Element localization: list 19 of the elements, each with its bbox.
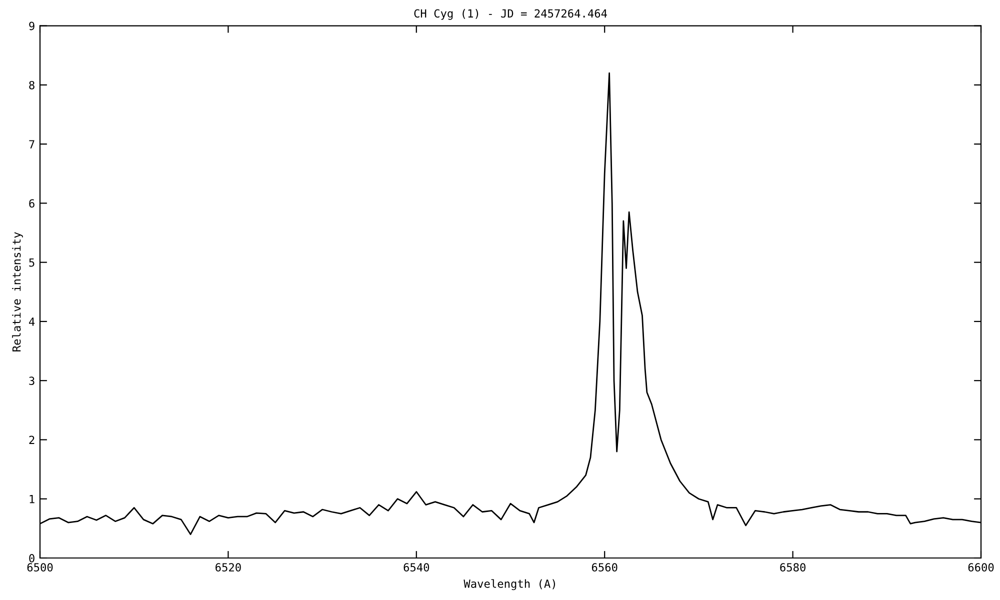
x-tick-label: 6520 <box>216 563 241 572</box>
x-axis-title: Wavelength (A) <box>464 579 556 590</box>
chart-title: CH Cyg (1) - JD = 2457264.464 <box>414 9 607 20</box>
y-tick-label: 2 <box>29 436 34 444</box>
x-tick-label: 6500 <box>27 563 53 572</box>
x-tick-label: 6580 <box>780 563 806 572</box>
y-tick-label: 4 <box>29 318 35 326</box>
y-tick-label: 8 <box>29 80 34 90</box>
y-tick-label: 1 <box>30 495 34 504</box>
y-tick-label: 5 <box>29 258 34 267</box>
y-tick-label: 6 <box>29 199 34 208</box>
y-tick-label: 0 <box>29 554 34 562</box>
y-tick-label: 9 <box>29 22 34 30</box>
x-tick-label: 6540 <box>404 563 430 572</box>
y-tick-label: 3 <box>29 376 34 386</box>
x-tick-label: 6600 <box>968 563 994 572</box>
y-axis-title: Relative intensity <box>12 232 23 352</box>
x-tick-label: 6560 <box>592 563 618 572</box>
y-tick-label: 7 <box>29 140 34 148</box>
